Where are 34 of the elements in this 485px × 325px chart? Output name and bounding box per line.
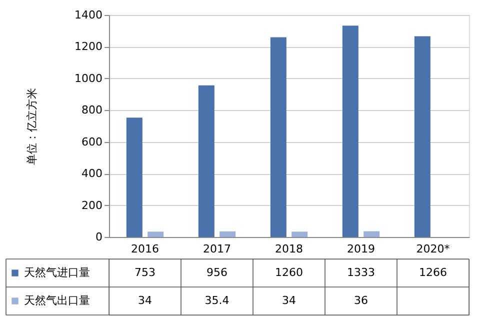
x-tick-label: 2019 [347, 242, 375, 256]
x-tick-label: 2017 [203, 242, 231, 256]
bar [220, 231, 236, 237]
bar [414, 36, 430, 237]
data-label: 1266 [419, 266, 447, 279]
x-tick-label: 2020* [416, 242, 450, 256]
y-tick-label: 1200 [74, 40, 102, 54]
bar [270, 37, 286, 237]
bar [126, 118, 142, 237]
bar [198, 85, 214, 237]
data-label: 753 [134, 266, 156, 279]
data-label: 34 [138, 294, 152, 307]
y-tick-label: 200 [82, 198, 102, 212]
y-tick-label: 600 [82, 135, 102, 148]
y-tick-label: 1400 [74, 8, 102, 22]
data-label: 1333 [347, 266, 375, 279]
y-tick-label: 800 [82, 104, 102, 117]
bar [364, 231, 380, 237]
bar [342, 26, 358, 237]
x-tick-label: 2016 [131, 242, 159, 256]
data-label: 35.4 [204, 294, 230, 307]
y-tick-label: 0 [96, 230, 102, 244]
bar [292, 232, 308, 237]
legend-label: 天然气出口量 [24, 294, 90, 307]
data-label: 956 [206, 266, 228, 279]
bar [148, 232, 164, 237]
y-tick-label: 1000 [74, 72, 102, 85]
data-label: 36 [354, 294, 368, 307]
y-axis-title: 单位：亿立方米 [26, 88, 38, 165]
legend-label: 天然气进口量 [24, 266, 90, 279]
data-label: 34 [282, 294, 296, 307]
data-label: 1260 [275, 266, 303, 279]
x-tick-label: 2018 [275, 242, 303, 256]
y-tick-label: 400 [82, 167, 102, 180]
